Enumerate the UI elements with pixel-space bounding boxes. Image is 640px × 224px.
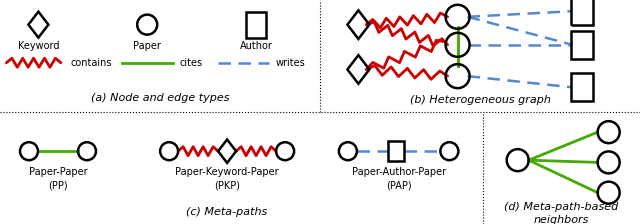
Text: cites: cites: [179, 58, 202, 68]
Text: Author: Author: [239, 41, 273, 52]
Text: Paper: Paper: [133, 41, 161, 52]
Text: Paper-Keyword-Paper: Paper-Keyword-Paper: [175, 167, 279, 177]
Text: Paper-Paper: Paper-Paper: [29, 167, 87, 177]
Text: (PKP): (PKP): [214, 180, 240, 190]
Text: (b) Heterogeneous graph: (b) Heterogeneous graph: [410, 95, 550, 105]
Text: writes: writes: [275, 58, 305, 68]
Text: (a) Node and edge types: (a) Node and edge types: [91, 93, 229, 103]
Text: Keyword: Keyword: [18, 41, 59, 52]
Text: (c) Meta-paths: (c) Meta-paths: [186, 207, 268, 217]
Text: (PAP): (PAP): [386, 180, 412, 190]
Text: Paper-Author-Paper: Paper-Author-Paper: [351, 167, 445, 177]
Text: (PP): (PP): [48, 180, 68, 190]
Text: contains: contains: [70, 58, 112, 68]
Text: (d) Meta-path-based
neighbors: (d) Meta-path-based neighbors: [504, 202, 619, 224]
